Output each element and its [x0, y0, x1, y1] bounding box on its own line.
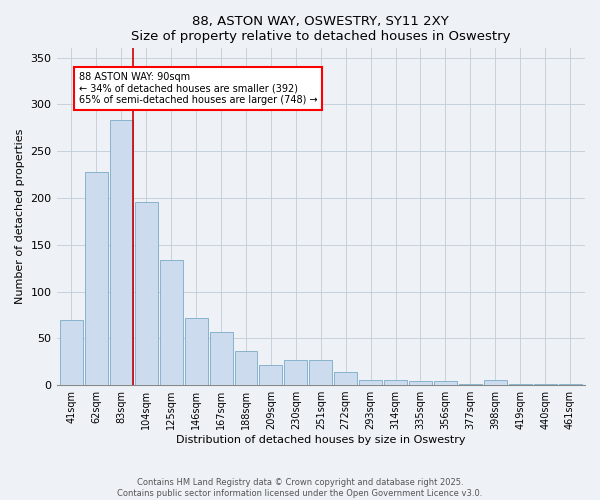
Bar — [310, 360, 332, 385]
Bar — [509, 384, 532, 385]
Bar — [359, 380, 382, 385]
Bar — [533, 384, 557, 385]
Bar — [484, 380, 507, 385]
Bar — [110, 120, 133, 385]
Bar — [334, 372, 357, 385]
Y-axis label: Number of detached properties: Number of detached properties — [15, 129, 25, 304]
Bar — [559, 384, 581, 385]
Bar — [235, 352, 257, 385]
Bar — [384, 380, 407, 385]
Bar — [409, 382, 432, 385]
X-axis label: Distribution of detached houses by size in Oswestry: Distribution of detached houses by size … — [176, 435, 466, 445]
Title: 88, ASTON WAY, OSWESTRY, SY11 2XY
Size of property relative to detached houses i: 88, ASTON WAY, OSWESTRY, SY11 2XY Size o… — [131, 15, 511, 43]
Bar — [259, 364, 283, 385]
Bar — [434, 382, 457, 385]
Text: 88 ASTON WAY: 90sqm
← 34% of detached houses are smaller (392)
65% of semi-detac: 88 ASTON WAY: 90sqm ← 34% of detached ho… — [79, 72, 317, 105]
Bar — [160, 260, 182, 385]
Bar — [85, 172, 108, 385]
Text: Contains HM Land Registry data © Crown copyright and database right 2025.
Contai: Contains HM Land Registry data © Crown c… — [118, 478, 482, 498]
Bar — [209, 332, 233, 385]
Bar — [60, 320, 83, 385]
Bar — [459, 384, 482, 385]
Bar — [284, 360, 307, 385]
Bar — [185, 318, 208, 385]
Bar — [135, 202, 158, 385]
